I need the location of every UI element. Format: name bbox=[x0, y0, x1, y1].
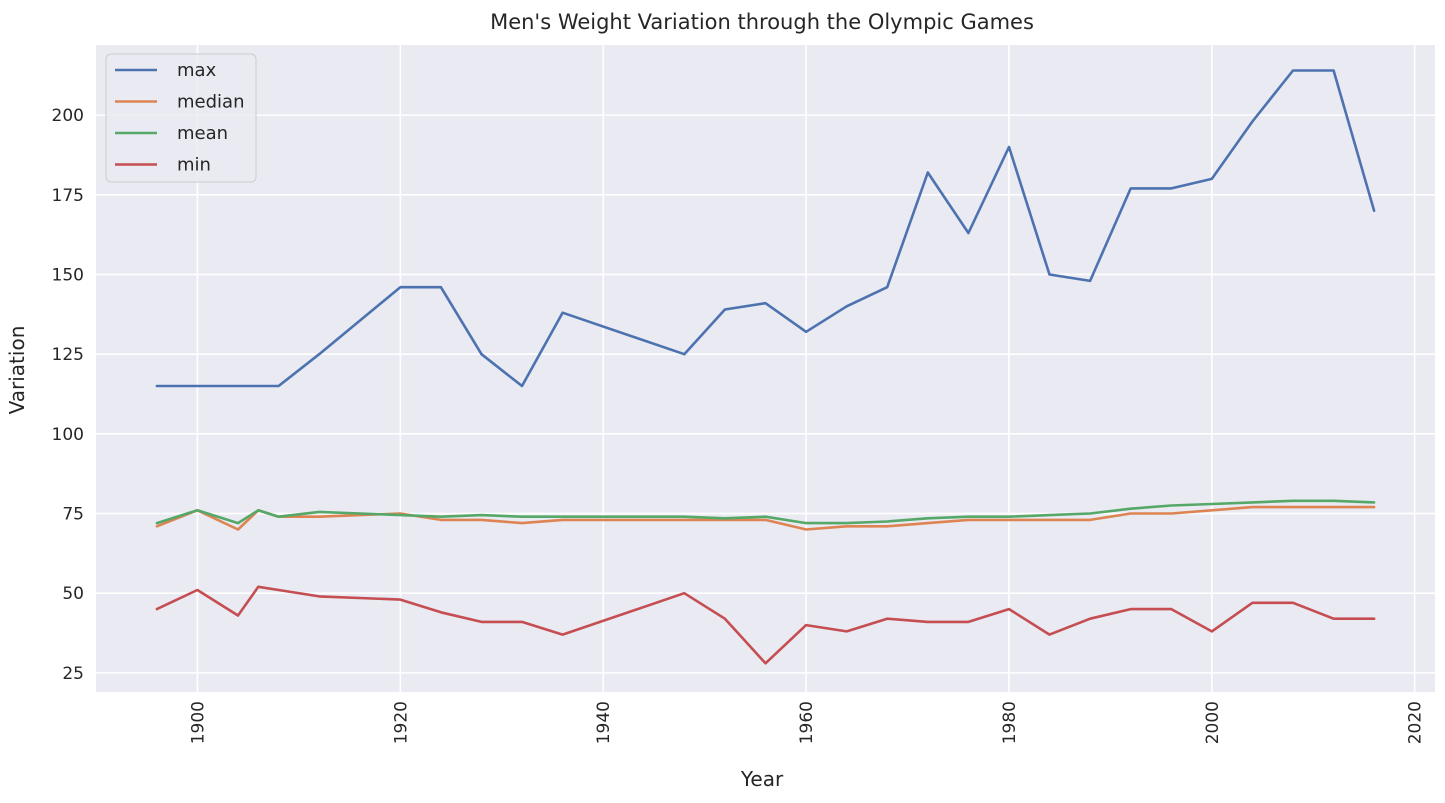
series-line-median bbox=[155, 505, 1376, 531]
y-axis-label: Variation bbox=[5, 326, 29, 415]
y-tick-label: 150 bbox=[52, 265, 84, 285]
series-line-mean bbox=[155, 499, 1376, 525]
plot-background bbox=[96, 45, 1435, 692]
series-lines bbox=[155, 69, 1376, 665]
series-line-min bbox=[155, 585, 1376, 665]
y-tick-label: 25 bbox=[62, 664, 84, 684]
y-tick-label: 75 bbox=[62, 505, 84, 525]
chart-title: Men's Weight Variation through the Olymp… bbox=[490, 10, 1034, 34]
x-tick-label: 1900 bbox=[188, 701, 208, 744]
x-axis-label: Year bbox=[740, 767, 784, 791]
legend-label-median: median bbox=[177, 92, 244, 113]
legend-label-max: max bbox=[177, 60, 217, 81]
y-tick-label: 175 bbox=[52, 186, 84, 206]
x-tick-label: 1920 bbox=[391, 701, 411, 744]
x-tick-label: 2000 bbox=[1203, 701, 1223, 744]
x-tick-label: 1940 bbox=[594, 701, 614, 744]
legend-label-min: min bbox=[177, 155, 211, 176]
y-tick-labels: 25 50 75 100 125 150 175 200 bbox=[52, 106, 84, 684]
y-tick-label: 200 bbox=[52, 106, 84, 126]
legend-box bbox=[105, 53, 257, 183]
legend-label-mean: mean bbox=[177, 123, 228, 144]
y-tick-label: 100 bbox=[52, 425, 84, 445]
x-tick-label: 1960 bbox=[797, 701, 817, 744]
series-line-max bbox=[155, 69, 1376, 388]
x-tick-labels: 1900 1920 1940 1960 1980 2000 2020 bbox=[188, 701, 1425, 744]
x-tick-label: 1980 bbox=[1000, 701, 1020, 744]
legend: max median mean min bbox=[105, 53, 257, 183]
y-tick-label: 50 bbox=[62, 584, 84, 604]
x-tick-label: 2020 bbox=[1406, 701, 1426, 744]
y-tick-label: 125 bbox=[52, 345, 84, 365]
